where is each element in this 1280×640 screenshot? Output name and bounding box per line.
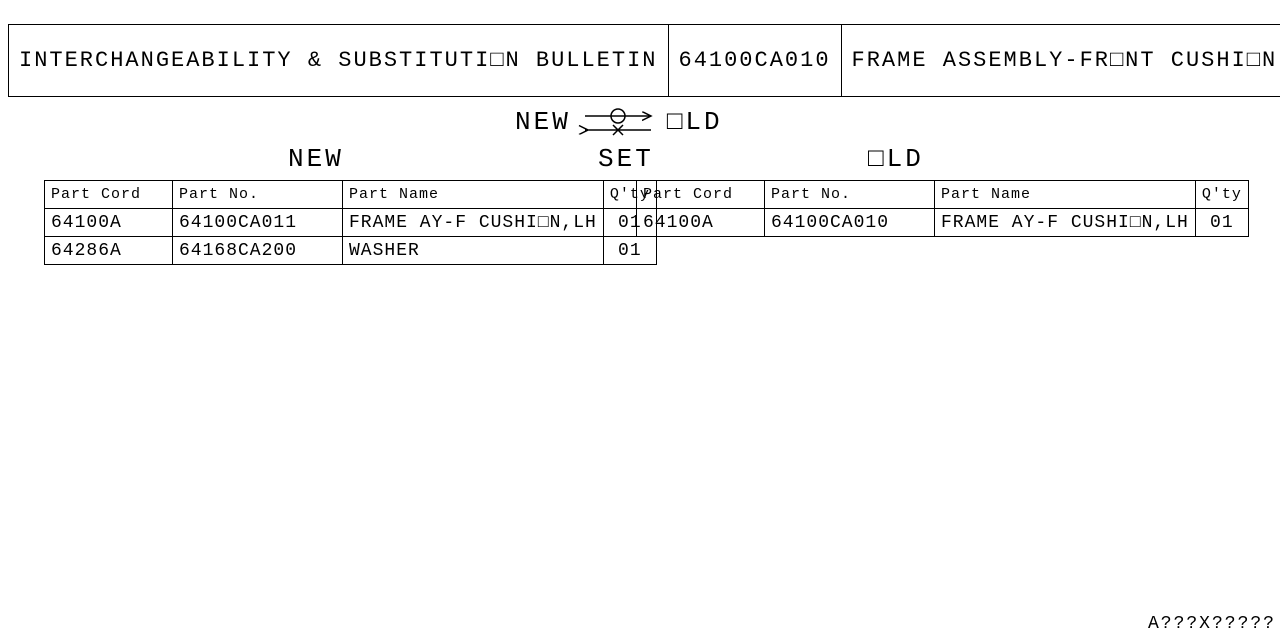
col-part-name: Part Name xyxy=(343,181,604,209)
diagram-new-label: NEW xyxy=(515,107,571,137)
cell-part-no: 64168CA200 xyxy=(173,237,343,265)
new-parts-table: Part Cord Part No. Part Name Q'ty 64100A… xyxy=(44,180,657,265)
cell-part-no: 64100CA010 xyxy=(765,209,935,237)
col-part-no: Part No. xyxy=(173,181,343,209)
header-table: INTERCHANGEABILITY & SUBSTITUTI□N BULLET… xyxy=(8,24,1280,97)
interchange-diagram: NEW □LD xyxy=(515,104,723,140)
cell-part-no: 64100CA011 xyxy=(173,209,343,237)
cell-qty: 01 xyxy=(603,237,656,265)
table-row: 64286A 64168CA200 WASHER 01 xyxy=(45,237,657,265)
old-parts-table: Part Cord Part No. Part Name Q'ty 64100A… xyxy=(636,180,1249,237)
heading-old: □LD xyxy=(868,144,924,174)
col-part-no: Part No. xyxy=(765,181,935,209)
col-part-cord: Part Cord xyxy=(45,181,173,209)
table-header-row: Part Cord Part No. Part Name Q'ty xyxy=(45,181,657,209)
header-part-number: 64100CA010 xyxy=(668,25,841,97)
diagram-set-label: SET xyxy=(598,144,654,174)
col-qty: Q'ty xyxy=(1195,181,1248,209)
cell-part-name: FRAME AY-F CUSHI□N,LH xyxy=(935,209,1196,237)
cell-part-name: WASHER xyxy=(343,237,604,265)
cell-part-cord: 64286A xyxy=(45,237,173,265)
diagram-old-label: □LD xyxy=(667,107,723,137)
table-row: 64100A 64100CA011 FRAME AY-F CUSHI□N,LH … xyxy=(45,209,657,237)
col-part-name: Part Name xyxy=(935,181,1196,209)
footer-code: A???X????? xyxy=(1148,614,1276,634)
header-description: FRAME ASSEMBLY-FR□NT CUSHI□N,LEFT xyxy=(841,25,1280,97)
heading-new: NEW xyxy=(288,144,344,174)
arrow-icon xyxy=(577,104,661,140)
table-header-row: Part Cord Part No. Part Name Q'ty xyxy=(637,181,1249,209)
cell-part-name: FRAME AY-F CUSHI□N,LH xyxy=(343,209,604,237)
header-title: INTERCHANGEABILITY & SUBSTITUTI□N BULLET… xyxy=(9,25,669,97)
col-part-cord: Part Cord xyxy=(637,181,765,209)
cell-part-cord: 64100A xyxy=(637,209,765,237)
cell-qty: 01 xyxy=(1195,209,1248,237)
cell-part-cord: 64100A xyxy=(45,209,173,237)
table-row: 64100A 64100CA010 FRAME AY-F CUSHI□N,LH … xyxy=(637,209,1249,237)
